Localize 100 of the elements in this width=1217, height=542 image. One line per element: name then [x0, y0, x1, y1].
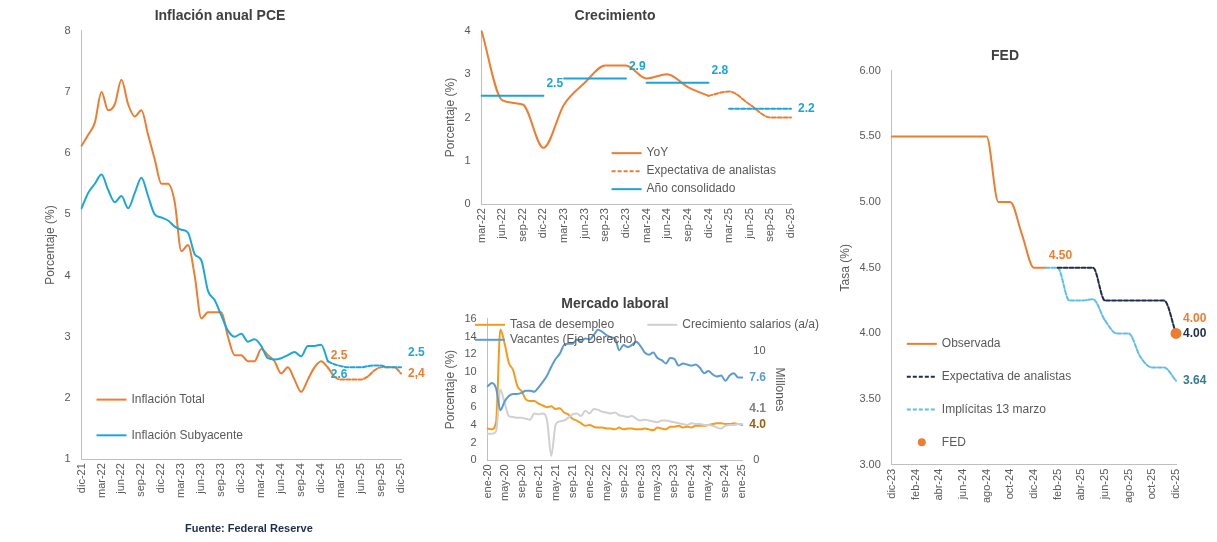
x-tick-label: may-23	[650, 464, 663, 502]
x-tick-label: ene-23	[633, 464, 646, 499]
x-tick-label: dic-25	[394, 463, 407, 494]
x-tick-label: jun-24	[660, 208, 673, 240]
y-tick-label: 4	[470, 417, 477, 430]
legend-label: FED	[941, 434, 967, 449]
y-tick-label: 7	[64, 85, 71, 98]
data-label: 2.8	[711, 63, 729, 78]
legend-label: Implícitas 13 marzo	[941, 401, 1047, 416]
x-tick-label: dic-23	[618, 208, 631, 239]
x-tick-label: dic-25	[1169, 468, 1182, 499]
y-tick-label: 3.50	[859, 392, 881, 405]
y-tick-label: 6.00	[859, 63, 881, 76]
data-label: 4.00	[1183, 325, 1207, 340]
data-label: 2.9	[628, 58, 646, 73]
x-tick-label: sep-23	[667, 464, 680, 498]
data-label: 2.2	[798, 101, 816, 116]
x-tick-label: may-24	[701, 464, 714, 502]
x-tick-label: may-22	[599, 464, 612, 502]
x-tick-label: dic-21	[74, 463, 87, 494]
y-axis-title: Porcentaje (%)	[442, 349, 457, 430]
legend-label: Observada	[941, 336, 1001, 351]
y-tick-label: 5.50	[859, 129, 881, 142]
legend-label: Inflación Subyacente	[131, 427, 244, 442]
x-tick-label: dic-24	[314, 463, 327, 494]
y-tick-label: 10	[464, 364, 477, 377]
y-tick-label: 2	[470, 435, 477, 448]
legend-label: YoY	[646, 145, 669, 160]
x-tick-label: jun-25	[1097, 468, 1110, 501]
x-tick-label: oct-25	[1145, 468, 1158, 500]
y-tick-label: 5.00	[859, 195, 881, 208]
y-axis-title: Tasa (%)	[837, 244, 852, 292]
x-tick-label: jun-25	[354, 463, 367, 495]
legend-label: Tasa de desempleo	[510, 317, 615, 332]
y2-tick-label: 0	[753, 453, 760, 466]
x-tick-label: may-21	[548, 464, 561, 502]
y-tick-label: 8	[470, 382, 477, 395]
x-tick-label: dic-23	[884, 468, 897, 499]
x-tick-label: mar-25	[722, 208, 735, 243]
data-label: 4.00	[1183, 310, 1207, 325]
data-label: 3.64	[1183, 373, 1207, 388]
legend-label: Inflación Total	[131, 391, 205, 406]
x-tick-label: feb-25	[1050, 468, 1063, 500]
y-tick-label: 2	[64, 390, 71, 403]
y-tick-label: 0	[470, 453, 477, 466]
y-axis-title: Porcentaje (%)	[442, 77, 457, 158]
y-tick-label: 4.50	[859, 260, 881, 273]
y-tick-label: 16	[464, 311, 477, 324]
data-label: 7.6	[749, 369, 767, 384]
data-label: 2.5	[546, 76, 564, 91]
x-tick-label: ene-25	[735, 464, 748, 499]
line-series	[890, 135, 1047, 269]
y-tick-label: 8	[64, 23, 71, 36]
x-tick-label: ene-24	[684, 464, 697, 499]
data-label: 2,4	[408, 365, 426, 380]
x-tick-label: sep-22	[616, 464, 629, 498]
legend-label: Expectativa de analistas	[646, 163, 777, 178]
data-label: 2.6	[330, 366, 348, 381]
y-tick-label: 1	[64, 452, 71, 465]
y-tick-label: 3	[464, 67, 471, 80]
x-tick-label: dic-22	[154, 463, 167, 494]
x-tick-label: feb-24	[908, 468, 921, 500]
x-tick-label: jun-24	[274, 463, 287, 495]
x-tick-label: may-20	[497, 464, 510, 502]
source-note: Fuente: Federal Reserve	[185, 522, 313, 534]
legend-label: Crecimiento salarios (a/a)	[682, 317, 820, 332]
y2-axis-title: Millones	[773, 367, 788, 412]
x-tick-label: oct-24	[1003, 468, 1016, 500]
y-tick-label: 2	[464, 110, 471, 123]
x-tick-label: ene-22	[582, 464, 595, 499]
data-label: 4.0	[749, 417, 767, 432]
x-tick-label: dic-23	[234, 463, 247, 494]
x-tick-label: ago-25	[1121, 468, 1134, 504]
legend-label: Año consolidado	[646, 181, 736, 196]
x-tick-label: dic-24	[701, 208, 714, 239]
x-tick-label: sep-24	[294, 463, 307, 497]
y-axis-title: Porcentaje (%)	[42, 205, 57, 285]
x-tick-label: jun-23	[194, 463, 207, 495]
x-tick-label: ene-20	[480, 464, 493, 499]
y-tick-label: 0	[464, 197, 471, 210]
x-tick-label: sep-25	[763, 208, 776, 242]
y2-tick-label: 10	[753, 344, 766, 357]
x-tick-label: mar-25	[334, 463, 347, 498]
x-tick-label: sep-25	[374, 463, 387, 497]
data-label: 2.5	[330, 347, 348, 362]
y-tick-label: 4.00	[859, 326, 881, 339]
y-tick-label: 4	[64, 268, 71, 281]
x-tick-label: sep-22	[515, 208, 528, 242]
x-tick-label: dic-25	[784, 208, 797, 239]
x-tick-label: sep-20	[514, 464, 527, 498]
x-tick-label: mar-22	[94, 463, 107, 498]
y-tick-label: 14	[464, 329, 477, 342]
x-tick-label: sep-22	[134, 463, 147, 497]
x-tick-label: mar-23	[174, 463, 187, 498]
x-tick-label: sep-23	[214, 463, 227, 497]
y-tick-label: 1	[464, 153, 471, 166]
x-tick-label: ago-24	[979, 468, 992, 504]
chart-title: Inflación anual PCE	[154, 7, 286, 24]
chart-title: FED	[991, 47, 1019, 64]
chart-title: Mercado laboral	[561, 295, 669, 312]
